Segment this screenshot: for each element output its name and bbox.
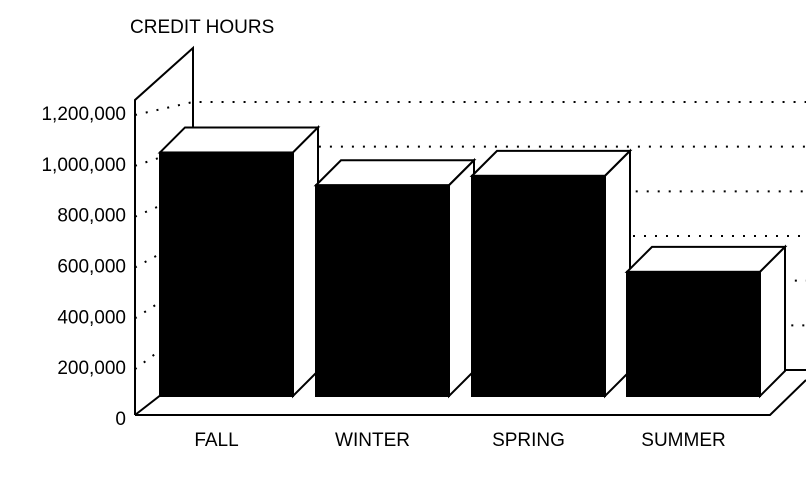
x-tick-label: SPRING [492, 430, 565, 451]
y-tick-label: 0 [115, 409, 126, 430]
bar-side [292, 125, 319, 399]
y-tick-label: 200,000 [57, 358, 126, 379]
chart-title: CREDIT HOURS [130, 17, 274, 38]
bar-top [313, 159, 477, 187]
bar-side [759, 244, 786, 399]
x-tick-label: WINTER [335, 430, 410, 451]
bar-side [448, 157, 475, 399]
bar [157, 125, 321, 399]
bar-top [157, 126, 321, 154]
floor-front-edge [135, 379, 806, 416]
bar-front [159, 151, 294, 397]
bar-front [626, 270, 761, 397]
grid-line [134, 279, 806, 320]
bar-top [469, 149, 633, 177]
y-tick-label: 400,000 [57, 307, 126, 328]
y-tick-label: 800,000 [57, 206, 126, 227]
bar-front [471, 174, 606, 397]
bar-front [315, 184, 450, 397]
y-tick-label: 1,200,000 [41, 104, 126, 125]
x-tick-label: FALL [194, 430, 238, 451]
grid-line [134, 101, 806, 116]
y-tick-label: 600,000 [57, 257, 126, 278]
x-tick-label: SUMMER [641, 430, 725, 451]
bar-top [624, 245, 788, 273]
bar [624, 244, 788, 399]
bar [313, 157, 477, 399]
y-tick-label: 1,000,000 [41, 155, 126, 176]
bar [469, 148, 633, 399]
